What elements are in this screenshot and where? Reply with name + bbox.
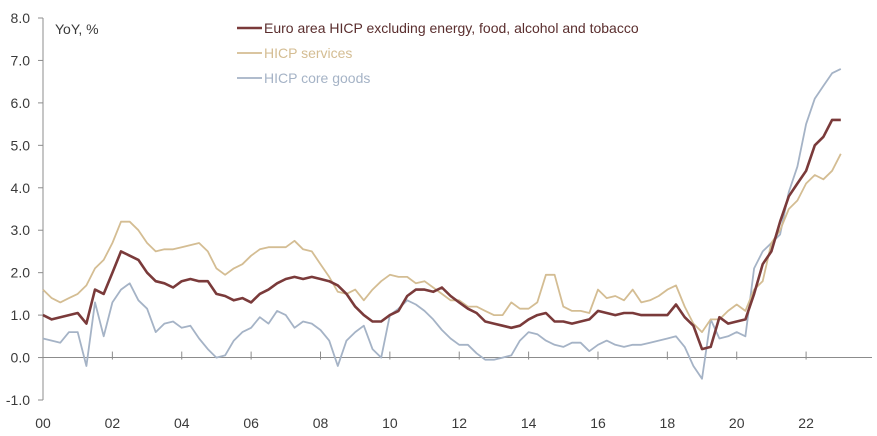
legend: Euro area HICP excluding energy, food, a… [237, 20, 639, 86]
y-tick-label: 3.0 [11, 222, 31, 238]
x-tick-label: 18 [660, 415, 676, 431]
series-lines [42, 68, 842, 380]
y-tick-label: 1.0 [11, 307, 31, 323]
y-tick-label: 2.0 [11, 265, 31, 281]
y-axis-ticks: 8.0 7.0 6.0 5.0 4.0 3.0 2.0 1.0 0.0 -1.0 [6, 10, 43, 408]
x-tick-label: 20 [729, 415, 745, 431]
y-tick-label: 4.0 [11, 180, 31, 196]
x-tick-label: 12 [451, 415, 467, 431]
y-tick-label: -1.0 [6, 392, 30, 408]
axes [42, 18, 872, 400]
legend-item: HICP services [237, 45, 352, 61]
x-tick-label: 00 [35, 415, 51, 431]
y-tick-label: 8.0 [11, 10, 31, 26]
y-tick-label: 7.0 [11, 52, 31, 68]
x-tick-label: 08 [313, 415, 329, 431]
y-tick-label: 6.0 [11, 95, 31, 111]
x-tick-label: 22 [798, 415, 814, 431]
legend-label: Euro area HICP excluding energy, food, a… [264, 20, 639, 36]
x-tick-label: 16 [590, 415, 606, 431]
x-tick-label: 14 [521, 415, 537, 431]
legend-label: HICP services [264, 45, 352, 61]
series-line-1 [42, 153, 842, 334]
legend-label: HICP core goods [264, 70, 370, 86]
x-tick-label: 02 [105, 415, 121, 431]
series-line-2 [42, 68, 842, 380]
legend-item: Euro area HICP excluding energy, food, a… [237, 20, 639, 36]
y-tick-label: 0.0 [11, 350, 31, 366]
y-tick-label: 5.0 [11, 137, 31, 153]
x-axis-ticks: 00 02 04 06 08 10 12 14 16 18 20 22 [35, 351, 814, 431]
y-axis-unit-label: YoY, % [55, 21, 99, 37]
legend-item: HICP core goods [237, 70, 370, 86]
x-tick-label: 10 [382, 415, 398, 431]
x-tick-label: 06 [243, 415, 259, 431]
x-tick-label: 04 [174, 415, 190, 431]
series-line-0 [42, 118, 841, 351]
